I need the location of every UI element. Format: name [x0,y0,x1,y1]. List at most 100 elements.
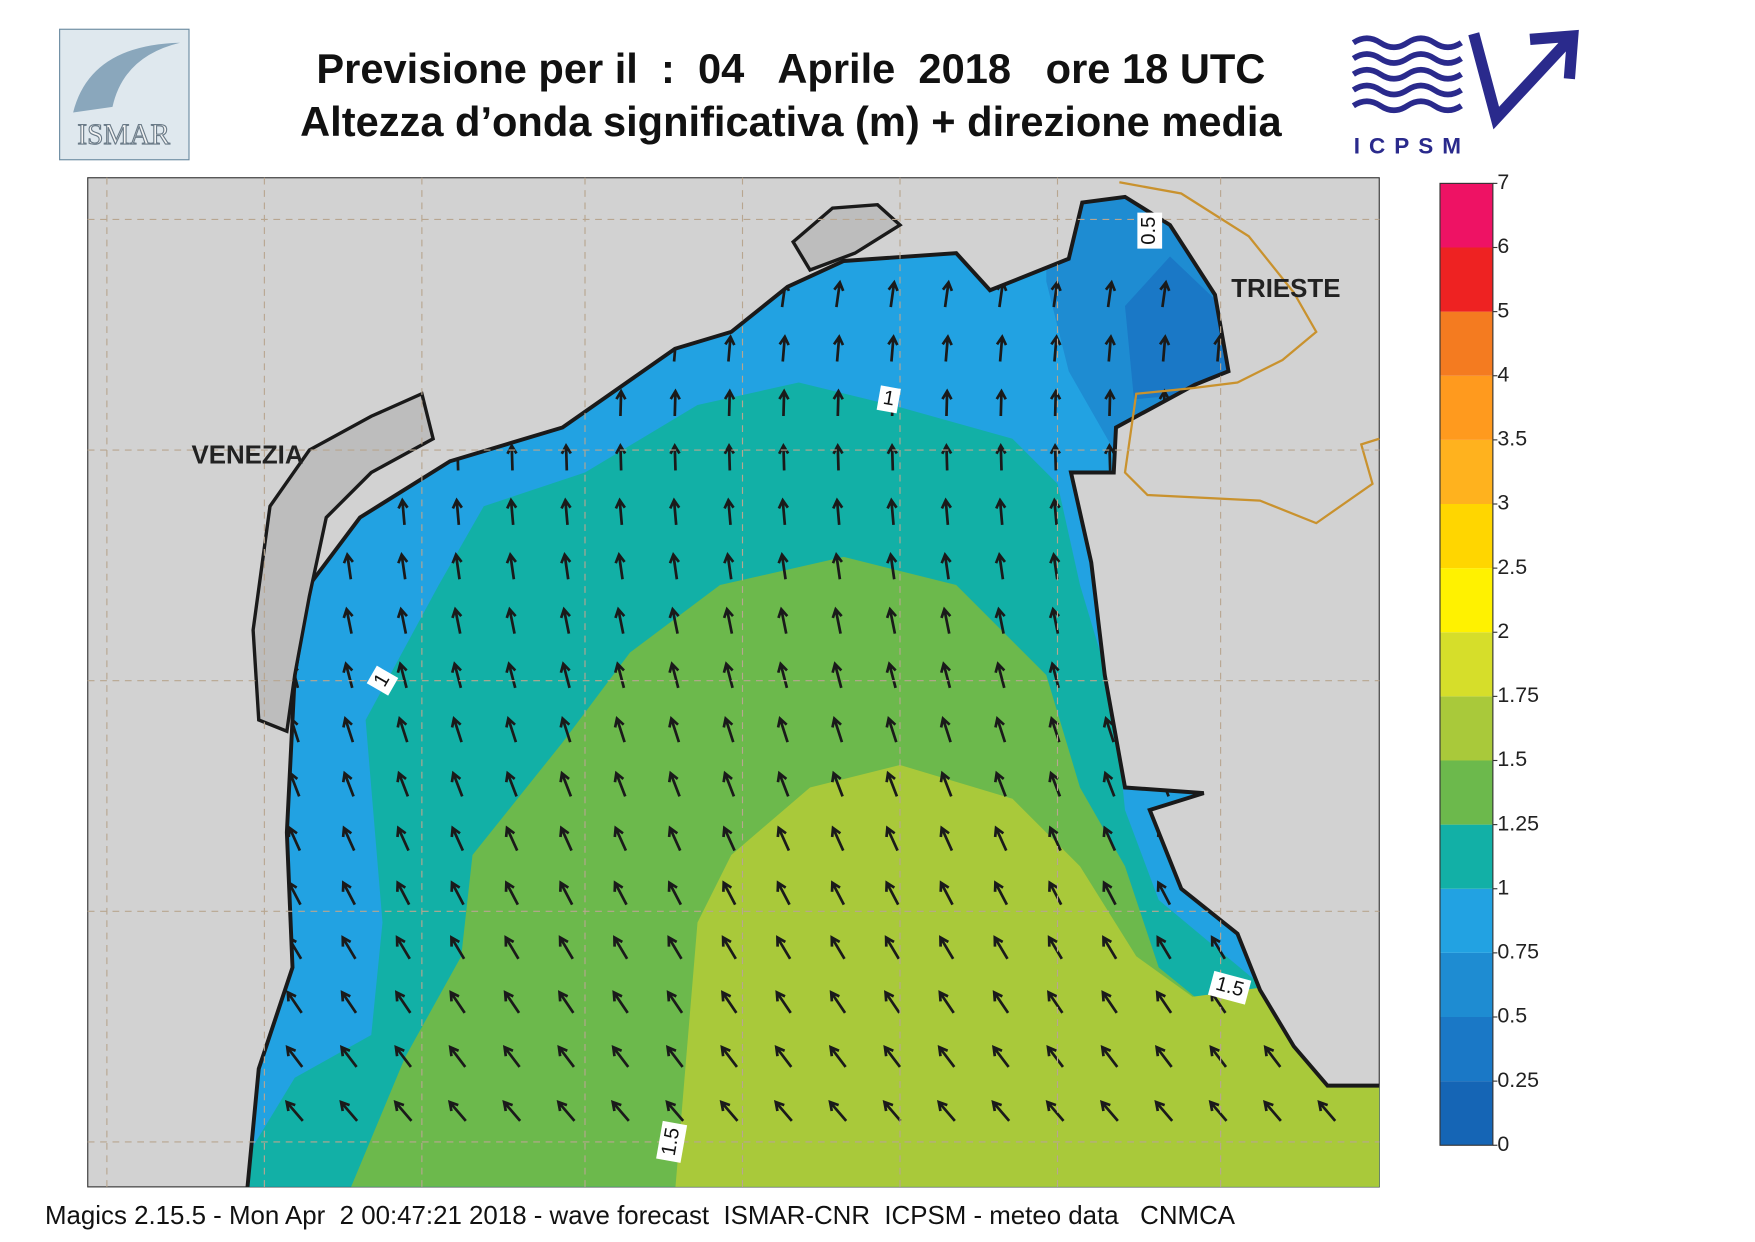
wave-arrow [830,770,844,797]
wave-arrow [1210,935,1226,960]
wave-band [1125,256,1231,400]
wave-arrow [506,497,518,525]
wave-arrow [937,1045,956,1068]
wave-arrow [559,825,573,852]
wave-arrow [885,715,898,743]
wave-arrow [396,661,408,689]
wave-arrow [394,990,412,1014]
wave-arrow [615,388,627,417]
wave-arrow [395,935,411,960]
wave-arrow [832,497,844,525]
wave-arrow [995,443,1007,471]
wave-arrow [1263,1045,1282,1068]
wave-arrow [559,606,571,634]
wave-arrow [938,990,955,1014]
wave-arrow [502,1045,521,1068]
place-label: TRIESTE [1231,275,1340,303]
wave-arrow [668,661,680,689]
colorbar-tick-label: 0.25 [1497,1068,1539,1092]
colorbar-tick-label: 0.75 [1497,940,1539,964]
wave-arrow [723,497,735,525]
wave-arrow [340,990,358,1014]
wave-arrow [830,825,845,852]
colorbar-band [1440,247,1493,312]
wave-arrow [1102,825,1117,852]
wave-arrow [778,388,790,417]
colorbar-band [1440,632,1493,697]
wave-arrow [885,825,899,852]
wave-arrow [556,1100,576,1122]
wave-arrow [994,715,1007,743]
wave-arrow [1048,880,1063,906]
wave-arrow [1048,661,1060,689]
wave-arrow [450,825,465,852]
wave-arrow [939,715,952,743]
wave-arrow [1155,1045,1173,1068]
logo-wave [1351,35,1463,51]
contour-labels: 0.5 1 1 1.5 1.5 [366,212,1252,1163]
wave-arrow [451,606,463,634]
wave-arrow [341,880,357,906]
colorbar: 0 0.25 0.5 0.75 1 1.25 1.5 1.75 2 2.5 3 3.5 4 5 6 7 [1439,170,1539,1156]
wave-arrow [1048,825,1062,852]
colorbar-tick-label: 1.75 [1497,683,1539,707]
wave-arrow [666,990,684,1014]
label-box [1137,212,1163,249]
wave-arrow [1156,880,1172,906]
wave-arrow [1155,990,1173,1014]
wave-arrow [776,661,789,689]
logo-wave [1351,98,1463,114]
colorbar-band [1440,760,1493,825]
wave-arrow [1101,990,1118,1014]
wave-arrow [1104,334,1116,362]
wave-arrow [776,825,791,852]
wave-arrow [396,770,410,797]
wave-arrow [994,661,1006,689]
wave-arrow [828,1100,848,1122]
wave-arrow [721,935,737,960]
wave-arrow [341,770,355,797]
colorbar-band [1440,888,1493,953]
wave-arrow [560,497,572,525]
logo-arrow [1468,29,1579,130]
wave-arrow [1047,990,1064,1014]
wave-arrow [885,770,899,797]
wave-arrow [723,443,735,471]
wave-arrow [557,990,575,1014]
colorbar-tick-label: 6 [1497,234,1509,258]
wave-arrow [342,606,354,634]
colorbar-band [1440,311,1493,376]
colorbar-tick-label: 0.5 [1497,1004,1527,1028]
wave-arrow [667,770,681,797]
wave-arrow [720,1045,739,1068]
lagoon [251,391,436,734]
colorbar-tick-label: 2 [1497,619,1509,643]
wave-arrow [1048,770,1062,797]
wave-arrow [450,935,466,960]
wave-arrow [884,935,900,960]
wave-arrow [1154,1100,1174,1122]
wave-arrow [995,497,1007,525]
title-line-1: Previsione per il : 04 Aprile 2018 ore 1… [316,45,1265,92]
sea [247,196,1380,1187]
wave-arrow [941,279,954,308]
colorbar-tick-label: 3 [1497,491,1509,515]
wave-arrow [665,1100,685,1122]
wave-arrow [504,880,520,906]
wave-arrow [1047,935,1063,960]
colorbar-tick-label: 3.5 [1497,427,1527,451]
wave-arrow [1158,334,1171,362]
wave-arrow [450,880,465,906]
contour-label: 0.5 [1137,212,1163,249]
wave-arrow [610,1100,630,1122]
colorbar-band [1440,1081,1493,1146]
wave-arrow [832,388,844,417]
wave-arrow [668,606,680,634]
colorbar-tick-label: 1.25 [1497,811,1539,835]
wave-arrow [774,1045,793,1068]
wave-arrow [939,825,954,852]
wave-arrow [286,990,303,1014]
wave-arrow [886,497,898,525]
